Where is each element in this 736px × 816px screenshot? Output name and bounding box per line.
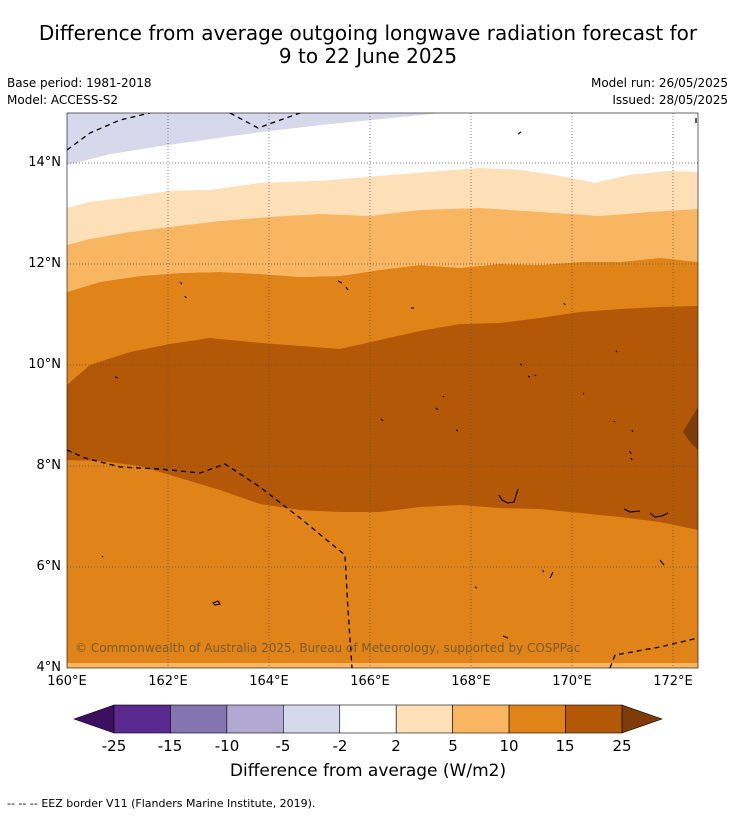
colorbar-swatch	[226, 704, 284, 734]
lon-label-164e: 164°E	[249, 674, 289, 689]
lat-label-6n: 6°N	[36, 559, 62, 574]
colorbar-tick-label: -10	[214, 737, 240, 755]
colorbar-tick-label: -5	[275, 737, 291, 755]
eez-borders	[67, 113, 698, 668]
colorbar-swatch	[339, 704, 397, 734]
colorbar-swatch	[395, 704, 453, 734]
eez-legend: -- -- -- EEZ border V11 (Flanders Marine…	[7, 797, 315, 810]
colorbar-swatch	[565, 704, 623, 734]
colorbar-swatch	[452, 704, 510, 734]
colorbar-tick-label: 5	[448, 737, 458, 755]
lat-label-4n: 4°N	[36, 660, 62, 675]
copyright-notice: © Commonwealth of Australia 2025, Bureau…	[75, 641, 581, 655]
anomaly-field	[67, 113, 698, 668]
base-period: Base period: 1981-2018	[7, 76, 152, 90]
colorbar-tick-label: -2	[332, 737, 348, 755]
colorbar-swatch	[113, 704, 171, 734]
gridlines	[67, 113, 698, 668]
colorbar-tick-label: 2	[391, 737, 401, 755]
lon-label-168e: 168°E	[451, 674, 491, 689]
meta-left: Base period: 1981-2018 Model: ACCESS-S2	[7, 75, 152, 109]
eez-legend-marker: -- -- --	[7, 797, 38, 810]
islands	[101, 131, 669, 639]
colorbar-tick-label: -25	[101, 737, 127, 755]
colorbar-tick-label: 10	[499, 737, 519, 755]
map-title: Difference from average outgoing longwav…	[0, 22, 736, 68]
title-line-1: Difference from average outgoing longwav…	[38, 21, 698, 45]
lat-label-14n: 14°N	[28, 155, 61, 170]
colorbar-extend-high	[621, 704, 663, 734]
colorbar-title: Difference from average (W/m2)	[229, 761, 507, 781]
lat-label-12n: 12°N	[28, 256, 61, 271]
lat-label-10n: 10°N	[28, 357, 61, 372]
colorbar	[73, 704, 663, 734]
colorbar-tick-label: 15	[555, 737, 575, 755]
band-minus-5-minus-2	[67, 113, 440, 165]
colorbar-swatch	[283, 704, 341, 734]
colorbar-swatch	[508, 704, 566, 734]
lon-label-170e: 170°E	[552, 674, 592, 689]
issued-date: Issued: 28/05/2025	[612, 93, 728, 107]
band-2-5	[67, 168, 698, 245]
meta-right: Model run: 26/05/2025 Issued: 28/05/2025	[591, 75, 728, 109]
lon-label-172e: 172°E	[653, 674, 693, 689]
map-frame	[66, 112, 699, 669]
band-25-plus	[683, 407, 698, 450]
colorbar-tick-label: -15	[157, 737, 183, 755]
band-15-25	[67, 306, 698, 530]
title-line-2: 9 to 22 June 2025	[278, 44, 458, 68]
lon-label-162e: 162°E	[148, 674, 188, 689]
colorbar-extend-low	[73, 704, 115, 734]
eez-legend-text: EEZ border V11 (Flanders Marine Institut…	[41, 797, 316, 810]
model-name: Model: ACCESS-S2	[7, 93, 119, 107]
lon-label-166e: 166°E	[350, 674, 390, 689]
lat-label-8n: 8°N	[36, 458, 62, 473]
model-run: Model run: 26/05/2025	[590, 76, 728, 90]
band-5-10-top	[67, 208, 698, 292]
lon-label-160e: 160°E	[47, 674, 87, 689]
colorbar-swatch	[170, 704, 228, 734]
colorbar-tick-label: 25	[612, 737, 632, 755]
band-neutral	[67, 113, 698, 208]
